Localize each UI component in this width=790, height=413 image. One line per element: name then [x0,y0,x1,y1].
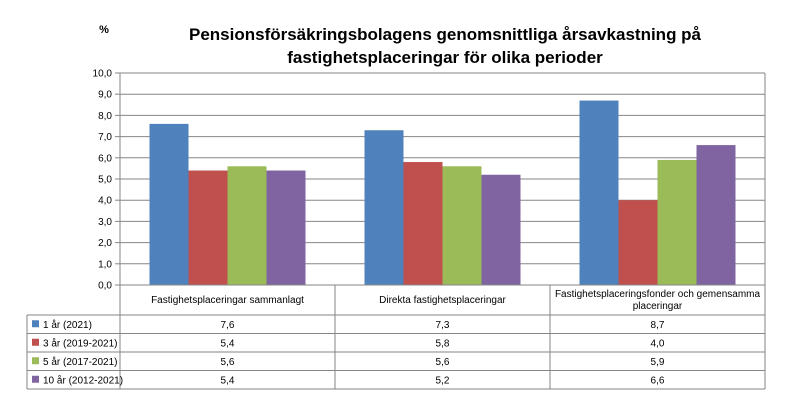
y-tick-label: 1,0 [98,259,112,270]
bar [442,166,482,285]
table-value: 5,2 [436,375,450,386]
table-value: 5,4 [221,338,235,349]
bar [266,170,306,285]
category-label: placeringar [633,301,683,312]
legend-label: 1 år (2021) [43,319,92,331]
y-tick-label: 8,0 [98,111,112,122]
y-tick-label: 10,0 [93,69,113,80]
bar [227,166,267,285]
y-tick-label: 6,0 [98,153,112,164]
y-tick-label: 9,0 [98,90,112,101]
category-label: Direkta fastighetsplaceringar [379,295,506,306]
chart-title-line-1: Pensionsförsäkringsbolagens genomsnittli… [189,25,702,44]
table-value: 7,6 [221,320,235,331]
table-value: 6,6 [651,375,665,386]
legend-swatch [32,320,39,328]
data-table: Fastighetsplaceringar sammanlagt Direkta … [26,285,766,390]
table-value: 7,3 [436,320,450,331]
table-value: 4,0 [651,338,665,349]
table-value: 5,6 [436,357,450,368]
bar [188,170,228,285]
legend-label: 3 år (2019-2021) [43,337,118,349]
bar [657,159,697,285]
y-axis-ticks: 0,0 1,0 2,0 3,0 4,0 5,0 6,0 7,0 8,0 9,0 10,0 [93,69,120,292]
table-value: 5,9 [651,357,665,368]
y-tick-label: 3,0 [98,217,112,228]
table-value: 5,4 [221,375,235,386]
bar [481,174,521,285]
bar [149,123,189,285]
bar [618,200,658,285]
y-tick-label: 5,0 [98,175,112,186]
legend-swatch [32,375,39,383]
bar [696,145,736,285]
legend-label: 10 år (2012-2021) [43,374,123,386]
axes [119,73,766,286]
bar [579,100,619,285]
category-label: Fastighetsplaceringsfonder och gemensamm… [555,289,761,300]
chart-title-line-2: fastighetsplaceringar för olika perioder [287,48,603,67]
category-label: Fastighetsplaceringar sammanlagt [151,295,304,306]
legend-swatch [32,338,39,346]
bars [149,100,736,285]
y-tick-label: 4,0 [98,196,112,207]
table-value: 8,7 [651,320,665,331]
legend-swatch [32,357,39,365]
y-tick-label: 2,0 [98,238,112,249]
y-tick-label: 0,0 [98,281,112,292]
bar [403,162,443,285]
y-unit-label: % [99,24,109,36]
bar [364,130,404,285]
legend-label: 5 år (2017-2021) [43,356,118,368]
y-tick-label: 7,0 [98,132,112,143]
table-value: 5,8 [436,338,450,349]
table-value: 5,6 [221,357,235,368]
